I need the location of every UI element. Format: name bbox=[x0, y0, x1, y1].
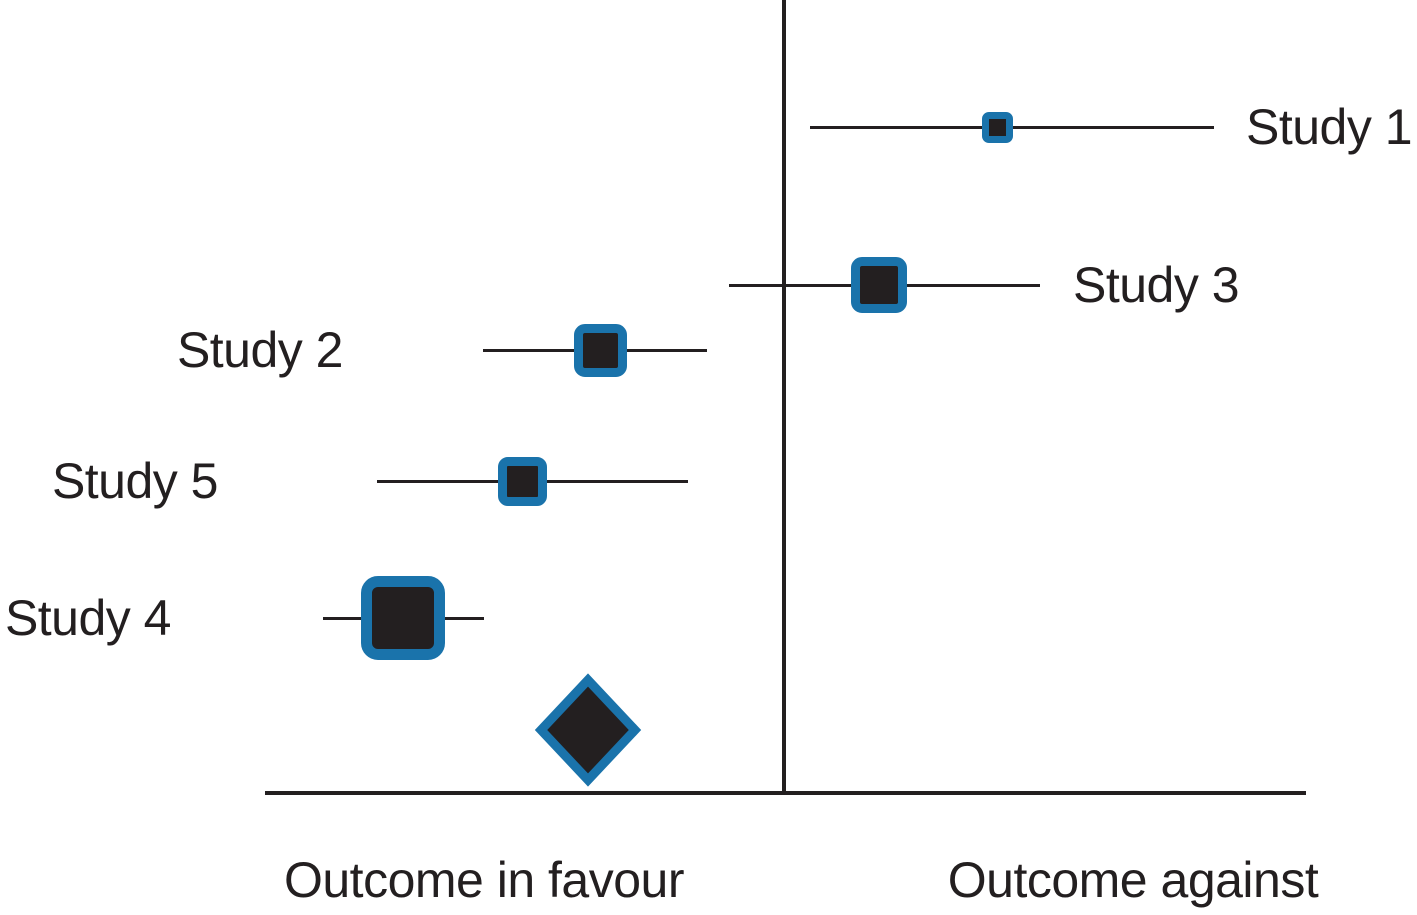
summary-diamond bbox=[534, 673, 642, 787]
effect-marker-study-4 bbox=[361, 576, 445, 660]
study-label-study-1: Study 1 bbox=[1246, 99, 1413, 155]
effect-marker-study-5 bbox=[497, 456, 547, 506]
study-label-study-2: Study 2 bbox=[176, 322, 344, 378]
study-label-study-3: Study 3 bbox=[1073, 257, 1240, 313]
x-axis-line bbox=[265, 791, 1306, 795]
effect-marker-study-2 bbox=[573, 323, 627, 377]
null-effect-line bbox=[782, 0, 786, 793]
summary-diamond-shape bbox=[534, 673, 642, 787]
study-label-study-5: Study 5 bbox=[51, 453, 219, 509]
x-axis-label-against: Outcome against bbox=[947, 852, 1319, 908]
study-label-study-4: Study 4 bbox=[4, 590, 172, 646]
effect-marker-study-3 bbox=[851, 257, 907, 313]
x-axis-label-favour: Outcome in favour bbox=[283, 852, 685, 908]
effect-marker-study-1 bbox=[981, 111, 1013, 143]
